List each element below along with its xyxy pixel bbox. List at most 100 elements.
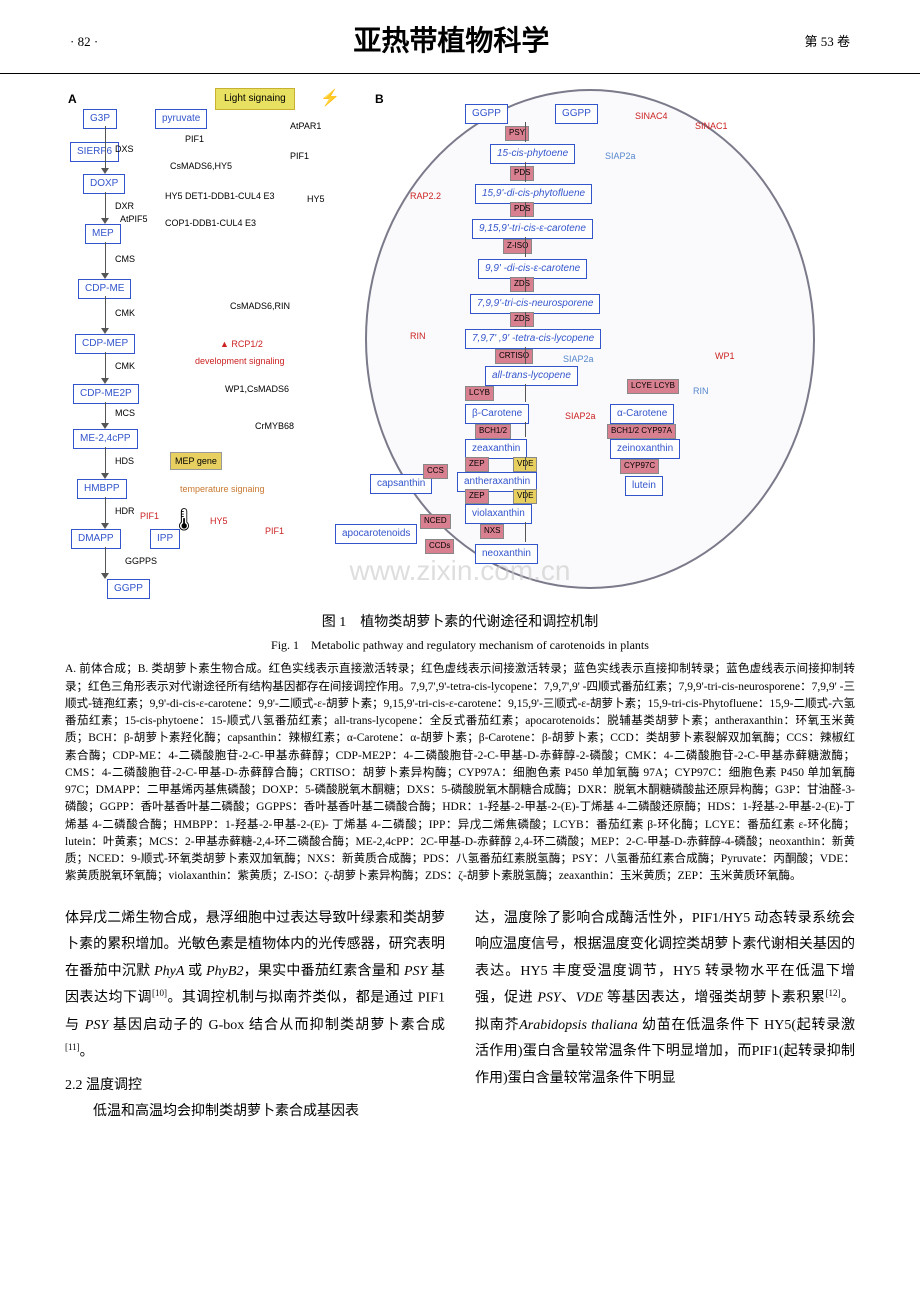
enzyme-label: PIF1 bbox=[140, 509, 159, 523]
enzyme-label: LCYE LCYB bbox=[627, 379, 679, 394]
enzyme-label: NXS bbox=[480, 524, 504, 539]
pathway-node: 9,15,9'-tri-cis-ε-carotene bbox=[472, 219, 593, 239]
page-header: · 82 · 亚热带植物科学 第 53 卷 bbox=[0, 0, 920, 74]
enzyme-label: SIAP2a bbox=[563, 352, 594, 366]
arrow-head bbox=[101, 423, 109, 429]
pathway-node: GGPP bbox=[555, 104, 598, 124]
enzyme-label: PIF1 bbox=[265, 524, 284, 538]
arrow bbox=[525, 422, 526, 437]
arrow bbox=[525, 384, 526, 402]
pathway-node: CDP-ME2P bbox=[73, 384, 139, 404]
enzyme-label: CCDs bbox=[425, 539, 454, 554]
enzyme-label: ZDS bbox=[510, 277, 534, 292]
enzyme-label: CMK bbox=[115, 359, 135, 373]
paragraph: 低温和高温均会抑制类胡萝卜素合成基因表 bbox=[65, 1099, 445, 1126]
enzyme-label: SINAC1 bbox=[695, 119, 728, 133]
enzyme-label: RIN bbox=[410, 329, 426, 343]
pathway-node: SIERF6 bbox=[70, 142, 119, 162]
arrow bbox=[525, 237, 526, 257]
enzyme-label: RIN bbox=[693, 384, 709, 398]
enzyme-label: SINAC4 bbox=[635, 109, 668, 123]
pathway-node: HMBPP bbox=[77, 479, 127, 499]
enzyme-label: RAP2.2 bbox=[410, 189, 441, 203]
enzyme-label: LCYB bbox=[465, 386, 494, 401]
pathway-node: CDP-MEP bbox=[75, 334, 135, 354]
light-signal-label: Light signaing bbox=[215, 88, 295, 110]
pathway-node: pyruvate bbox=[155, 109, 207, 129]
enzyme-label: SIAP2a bbox=[565, 409, 596, 423]
arrow bbox=[525, 347, 526, 364]
arrow bbox=[105, 126, 106, 172]
pathway-node: neoxanthin bbox=[475, 544, 538, 564]
pathway-node: 7,9,9'-tri-cis-neurosporene bbox=[470, 294, 600, 314]
arrow bbox=[525, 312, 526, 327]
pathway-node: 15-cis-phytoene bbox=[490, 144, 575, 164]
column-left: 体异戊二烯生物合成，悬浮细胞中过表达导致叶绿素和类胡萝卜素的累积增加。光敏色素是… bbox=[65, 906, 445, 1126]
enzyme-label: HY5 DET1-DDB1-CUL4 E3 bbox=[165, 189, 275, 203]
arrow-head bbox=[101, 573, 109, 579]
pathway-node: 9,9' -di-cis-ε-carotene bbox=[478, 259, 587, 279]
enzyme-label: PIF1 bbox=[185, 132, 204, 146]
column-right: 达，温度除了影响合成酶活性外，PIF1/HY5 动态转录系统会响应温度信号，根据… bbox=[475, 906, 855, 1126]
enzyme-label: CMS bbox=[115, 252, 135, 266]
enzyme-label: PIF1 bbox=[290, 149, 309, 163]
pathway-node: MEP bbox=[85, 224, 121, 244]
paragraph: 达，温度除了影响合成酶活性外，PIF1/HY5 动态转录系统会响应温度信号，根据… bbox=[475, 906, 855, 1093]
figure-container: Light signaing ⚡ A B 🌡 www.zixin.com.cn … bbox=[65, 84, 855, 656]
pathway-node: ME-2,4cPP bbox=[73, 429, 138, 449]
arrow-head bbox=[101, 218, 109, 224]
arrow-head bbox=[101, 523, 109, 529]
enzyme-label: BCH1/2 bbox=[475, 424, 511, 439]
lightning-icon: ⚡ bbox=[320, 86, 340, 112]
enzyme-label: HY5 bbox=[210, 514, 228, 528]
enzyme-label: WP1,CsMADS6 bbox=[225, 382, 289, 396]
pathway-node: apocarotenoids bbox=[335, 524, 417, 544]
enzyme-label: BCH1/2 CYP97A bbox=[607, 424, 676, 439]
pathway-node: 15,9'-di-cis-phytofluene bbox=[475, 184, 592, 204]
arrow bbox=[105, 296, 106, 332]
pathway-node: all-trans-lycopene bbox=[485, 366, 578, 386]
enzyme-label: Z-ISO bbox=[503, 239, 532, 254]
enzyme-label: HDS bbox=[115, 454, 134, 468]
enzyme-label: WP1 bbox=[715, 349, 735, 363]
pathway-node: violaxanthin bbox=[465, 504, 532, 524]
section-heading: 2.2 温度调控 bbox=[65, 1073, 445, 1100]
enzyme-label: SIAP2a bbox=[605, 149, 636, 163]
enzyme-label: AtPAR1 bbox=[290, 119, 321, 133]
pathway-diagram: Light signaing ⚡ A B 🌡 www.zixin.com.cn … bbox=[65, 84, 855, 604]
enzyme-label: CMK bbox=[115, 306, 135, 320]
volume-label: 第 53 卷 bbox=[804, 32, 850, 53]
arrow bbox=[525, 122, 526, 142]
arrow bbox=[525, 490, 526, 502]
enzyme-label: GGPPS bbox=[125, 554, 157, 568]
pathway-node: GGPP bbox=[107, 579, 150, 599]
pathway-node: GGPP bbox=[465, 104, 508, 124]
enzyme-label: CsMADS6,HY5 bbox=[170, 159, 232, 173]
enzyme-label: ZEP bbox=[465, 489, 489, 504]
enzyme-label: AtPIF5 bbox=[120, 212, 148, 226]
enzyme-label: temperature signaing bbox=[180, 482, 265, 496]
pathway-node: 7,9,7' ,9' -tetra-cis-lycopene bbox=[465, 329, 601, 349]
arrow-head bbox=[101, 473, 109, 479]
enzyme-label: MEP gene bbox=[170, 452, 222, 470]
enzyme-label: ▲ RCP1/2 bbox=[220, 337, 263, 351]
figure-caption-en: Fig. 1 Metabolic pathway and regulatory … bbox=[65, 636, 855, 655]
enzyme-label: HDR bbox=[115, 504, 135, 518]
pathway-node: DOXP bbox=[83, 174, 125, 194]
arrow bbox=[105, 242, 106, 277]
arrow bbox=[525, 277, 526, 292]
arrow bbox=[525, 202, 526, 217]
pathway-node: lutein bbox=[625, 476, 663, 496]
figure-legend: A. 前体合成；B. 类胡萝卜素生物合成。红色实线表示直接激活转录；红色虚线表示… bbox=[65, 661, 855, 885]
enzyme-label: CRTISO bbox=[495, 349, 533, 364]
enzyme-label: development signaling bbox=[195, 354, 285, 368]
enzyme-label: PDS bbox=[510, 166, 534, 181]
arrow-head bbox=[101, 273, 109, 279]
enzyme-label: COP1-DDB1-CUL4 E3 bbox=[165, 216, 256, 230]
panel-b-label: B bbox=[375, 90, 384, 109]
enzyme-label: CrMYB68 bbox=[255, 419, 294, 433]
pathway-node: β-Carotene bbox=[465, 404, 529, 424]
pathway-node: α-Carotene bbox=[610, 404, 674, 424]
enzyme-label: PDS bbox=[510, 202, 534, 217]
enzyme-label: HY5 bbox=[307, 192, 325, 206]
